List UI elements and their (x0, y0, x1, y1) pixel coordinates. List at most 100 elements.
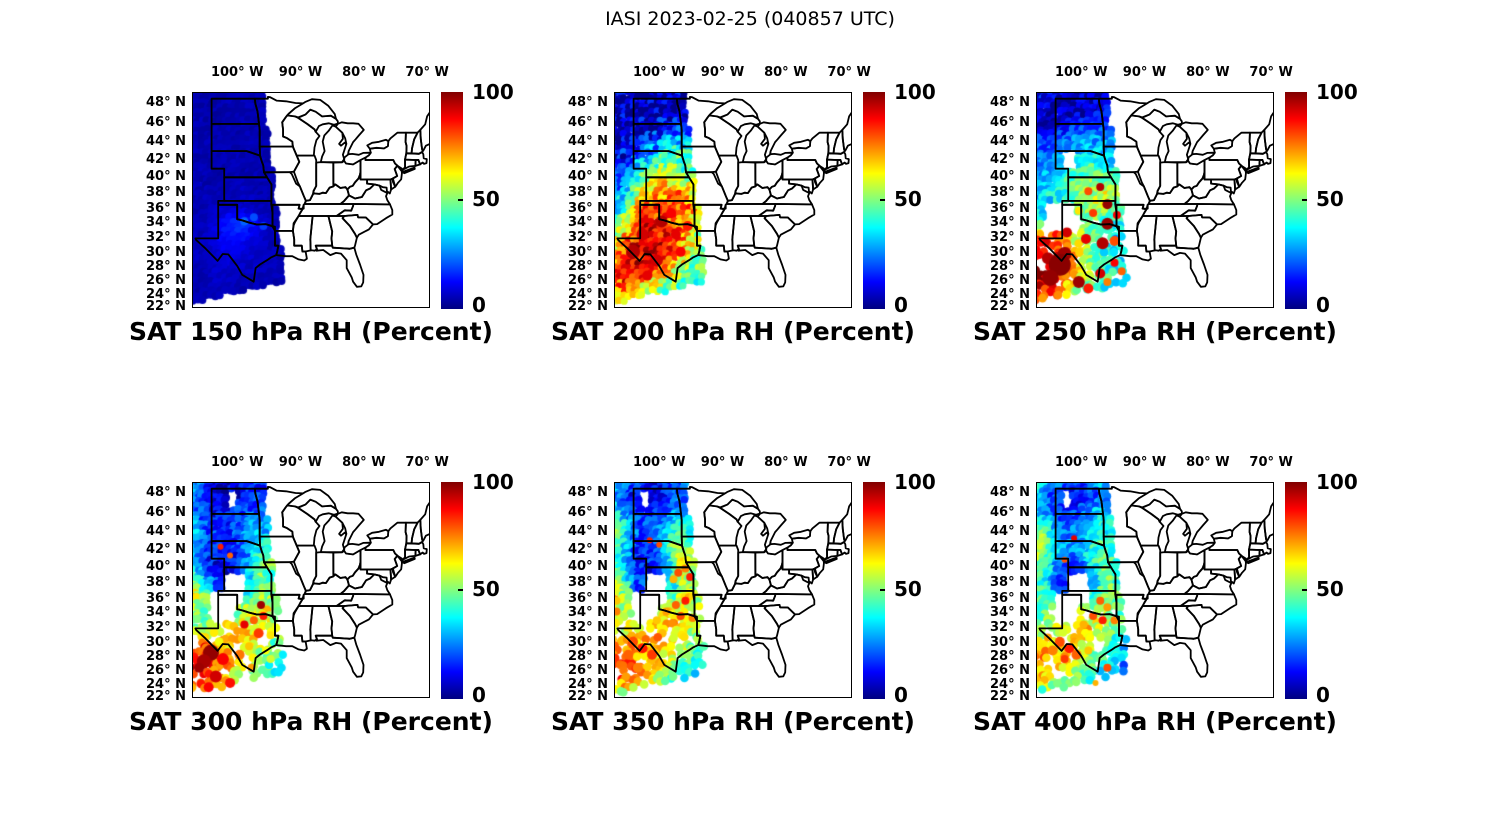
lon-tick-label: 100° W (632, 65, 686, 80)
colorbar (863, 92, 885, 309)
lon-tick-label: 70° W (1249, 65, 1293, 80)
great-lake-outline (788, 138, 812, 150)
lon-tick-label: 90° W (700, 65, 745, 80)
lat-tick-label: 44° N (990, 524, 1030, 540)
lat-tick-label: 48° N (990, 95, 1030, 111)
state-boundary (725, 573, 772, 595)
state-boundary (1107, 561, 1151, 600)
lat-tick-label: 34° N (990, 605, 1030, 621)
lat-tick-label: 34° N (990, 215, 1030, 231)
colorbar-mid-tick (458, 589, 463, 591)
lon-tick-label: 100° W (210, 455, 264, 470)
map-frame (1036, 92, 1274, 308)
lat-tick-label: 26° N (146, 273, 186, 288)
state-boundary (1158, 244, 1209, 288)
map-frame (192, 482, 430, 698)
lat-tick-label: 36° N (568, 590, 608, 606)
state-boundary (736, 634, 787, 678)
lon-tick-label: 70° W (827, 455, 871, 470)
state-boundary (1102, 535, 1145, 564)
colorbar-tick-label: 0 (894, 293, 908, 317)
state-boundary (841, 500, 852, 542)
colorbar (441, 482, 463, 699)
state-boundary (419, 110, 430, 152)
state-boundary (341, 604, 374, 629)
colorbar (1285, 482, 1307, 699)
lat-tick-label: 32° N (990, 230, 1030, 246)
lat-tick-label: 38° N (146, 185, 186, 201)
lat-tick-label: 28° N (990, 649, 1030, 665)
colorbar (863, 482, 885, 699)
state-boundary (786, 131, 830, 173)
lat-tick-label: 32° N (990, 620, 1030, 636)
state-boundary (685, 561, 729, 600)
state-boundary (841, 110, 852, 152)
great-lake-outline (756, 511, 787, 550)
state-boundary (1185, 604, 1218, 629)
lon-tick-label: 70° W (405, 65, 449, 80)
map-frame (192, 92, 430, 308)
state-boundary (736, 244, 787, 288)
lon-tick-label: 80° W (764, 65, 808, 80)
panel-title: SAT 200 hPa RH (Percent) (551, 317, 915, 346)
lat-tick-label: 44° N (568, 524, 608, 540)
lat-tick-label: 28° N (146, 649, 186, 665)
state-boundary (1179, 593, 1238, 616)
lat-tick-label: 22° N (146, 688, 186, 704)
lon-tick-label: 90° W (278, 455, 323, 470)
state-boundary (734, 161, 757, 195)
lat-tick-label: 36° N (990, 200, 1030, 216)
lat-tick-label: 46° N (568, 115, 608, 131)
lat-tick-label: 40° N (146, 559, 186, 575)
lon-tick-label: 70° W (405, 455, 449, 470)
state-boundary (364, 521, 408, 563)
lat-tick-label: 46° N (990, 115, 1030, 131)
state-boundary (1125, 114, 1165, 157)
panel-title: SAT 300 hPa RH (Percent) (129, 707, 493, 736)
lat-tick-label: 24° N (990, 286, 1030, 302)
state-boundary (327, 215, 358, 250)
lon-tick-label: 80° W (342, 65, 386, 80)
colorbar-mid-tick (1302, 589, 1307, 591)
state-boundary (714, 215, 736, 253)
great-lake-outline (1210, 528, 1234, 540)
great-lake-outline (756, 121, 787, 160)
state-boundary (314, 244, 365, 288)
lat-tick-label: 38° N (990, 185, 1030, 201)
lat-tick-label: 24° N (990, 676, 1030, 692)
state-boundary (1208, 521, 1252, 563)
lat-tick-label: 48° N (990, 485, 1030, 501)
lat-tick-label: 44° N (990, 134, 1030, 150)
great-lake-outline (286, 98, 337, 120)
colorbar (441, 92, 463, 309)
lat-tick-label: 46° N (146, 115, 186, 131)
state-boundary (734, 551, 757, 585)
great-lake-outline (708, 488, 759, 510)
lon-tick-label: 100° W (632, 455, 686, 470)
state-boundary (312, 551, 335, 585)
lat-tick-label: 30° N (568, 244, 608, 260)
state-boundary (1054, 513, 1105, 547)
colorbar-tick-label: 50 (1316, 187, 1344, 211)
lat-tick-label: 36° N (146, 590, 186, 606)
lat-tick-label: 28° N (568, 649, 608, 665)
state-boundary (258, 145, 301, 174)
lat-tick-label: 28° N (568, 259, 608, 275)
state-boundary (1054, 97, 1104, 125)
state-boundary (210, 513, 261, 547)
lat-tick-label: 28° N (990, 259, 1030, 275)
state-boundary (210, 123, 261, 157)
map-frame (614, 92, 852, 308)
state-boundary (314, 634, 365, 678)
lat-tick-label: 46° N (568, 505, 608, 521)
state-boundary (1136, 605, 1158, 643)
state-boundary (725, 183, 772, 205)
colorbar-tick-label: 50 (1316, 577, 1344, 601)
panel-sat-150-hpa: 100° W 90° W 80° W 70° W 48° N 46° N 44° N 42° … (129, 65, 514, 346)
state-boundary (632, 487, 682, 515)
state-boundary (676, 96, 727, 148)
lat-tick-label: 28° N (146, 259, 186, 275)
state-boundary (303, 183, 350, 205)
lat-tick-label: 32° N (568, 620, 608, 636)
